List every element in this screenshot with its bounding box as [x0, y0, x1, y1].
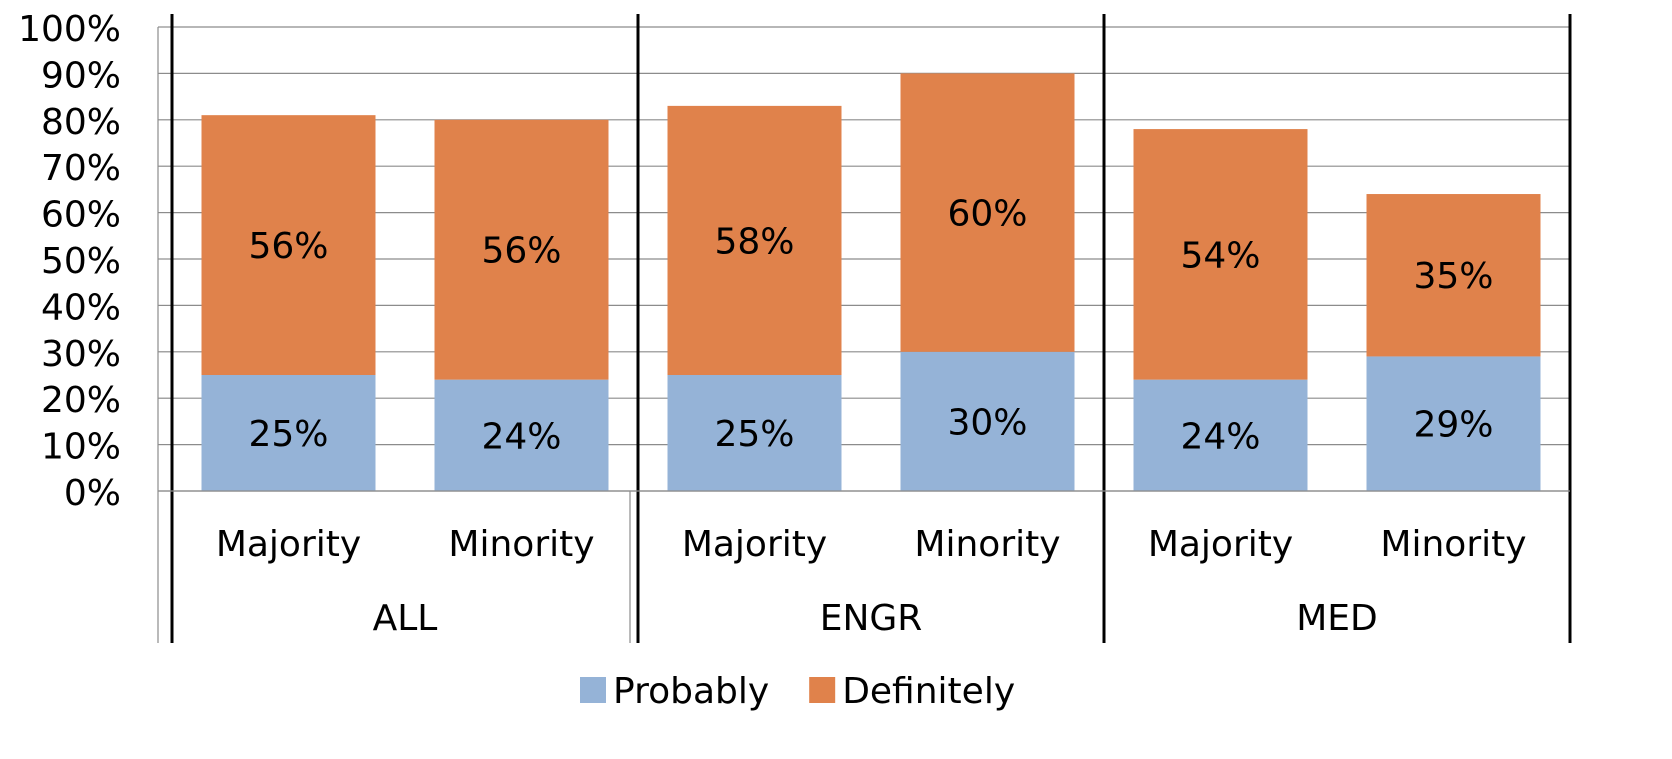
y-tick-label: 60%	[41, 195, 121, 236]
y-tick-label: 80%	[41, 102, 121, 143]
data-label: 56%	[248, 226, 328, 267]
data-label: 35%	[1413, 256, 1493, 297]
x-group-label: MED	[1296, 598, 1378, 639]
bar-probably-engr-majority	[667, 375, 842, 491]
bar-probably-engr-minority	[900, 351, 1075, 491]
bar-definitely-all-majority	[201, 115, 376, 375]
legend-swatch-probably	[580, 677, 606, 703]
data-label: 24%	[1180, 416, 1260, 457]
bar-probably-med-majority	[1133, 379, 1308, 491]
x-category-label: Minority	[914, 524, 1060, 565]
y-tick-label: 0%	[64, 473, 121, 514]
x-category-label: Minority	[448, 524, 594, 565]
bar-definitely-med-minority	[1366, 194, 1541, 357]
y-tick-label: 90%	[41, 55, 121, 96]
bar-definitely-all-minority	[434, 119, 609, 380]
data-label: 56%	[481, 231, 561, 272]
bar-definitely-engr-majority	[667, 105, 842, 375]
y-tick-label: 30%	[41, 334, 121, 375]
bar-probably-med-minority	[1366, 356, 1541, 491]
legend-swatch-definitely	[809, 677, 836, 703]
x-category-label: Minority	[1380, 524, 1526, 565]
y-tick-label: 50%	[41, 241, 121, 282]
x-group-label: ENGR	[820, 598, 923, 639]
y-tick-label: 100%	[18, 9, 121, 50]
y-tick-label: 40%	[41, 287, 121, 328]
data-label: 25%	[248, 414, 328, 455]
y-tick-label: 10%	[41, 427, 121, 468]
bar-probably-all-majority	[201, 375, 376, 491]
x-category-label: Majority	[216, 524, 361, 565]
data-label: 24%	[481, 416, 561, 457]
x-category-label: Majority	[1148, 524, 1293, 565]
legend-label-definitely: Definitely	[842, 671, 1015, 712]
y-tick-label: 20%	[41, 380, 121, 421]
data-label: 29%	[1413, 405, 1493, 446]
data-label: 60%	[947, 194, 1027, 235]
bar-definitely-engr-minority	[900, 73, 1075, 352]
x-category-label: Majority	[682, 524, 827, 565]
bar-probably-all-minority	[434, 379, 609, 491]
data-label: 54%	[1180, 235, 1260, 276]
bar-definitely-med-majority	[1133, 129, 1308, 380]
legend-label-probably: Probably	[613, 671, 769, 712]
data-label: 25%	[714, 414, 794, 455]
data-label: 30%	[947, 402, 1027, 443]
y-tick-label: 70%	[41, 148, 121, 189]
x-group-label: ALL	[373, 598, 438, 639]
data-label: 58%	[714, 221, 794, 262]
